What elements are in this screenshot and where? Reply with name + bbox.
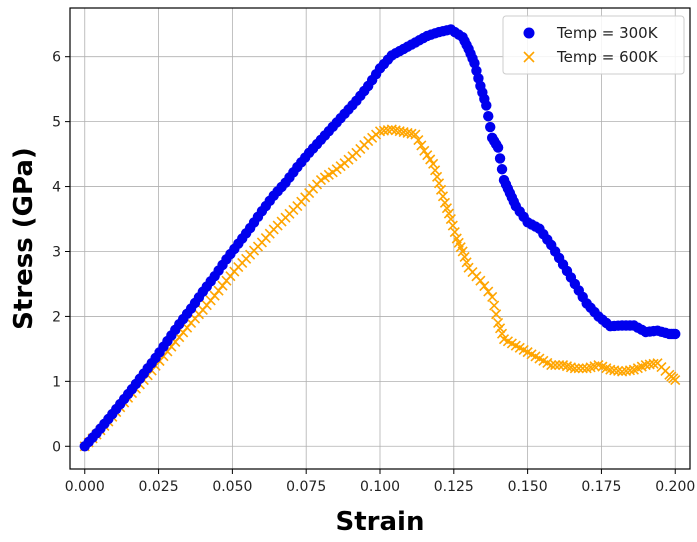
data-point-600k xyxy=(431,166,440,175)
x-tick-label: 0.000 xyxy=(65,479,105,495)
legend-label-300k: Temp = 300K xyxy=(556,24,659,42)
data-point-600k xyxy=(438,192,447,201)
y-axis-ticks: 0 1 2 3 4 5 6 xyxy=(52,50,70,456)
x-axis-ticks: 0.000 0.025 0.050 0.075 0.100 0.125 0.150 0.175… xyxy=(65,469,696,495)
x-tick-label: 0.050 xyxy=(212,479,252,495)
data-point-300k xyxy=(497,164,507,174)
data-point-600k xyxy=(433,172,442,181)
x-tick-label: 0.075 xyxy=(286,479,326,495)
data-point-600k xyxy=(448,221,457,230)
legend-label-600k: Temp = 600K xyxy=(556,48,659,66)
data-point-300k xyxy=(481,100,491,110)
x-tick-label: 0.025 xyxy=(139,479,179,495)
x-axis-label: Strain xyxy=(336,507,425,537)
y-tick-label: 6 xyxy=(52,50,61,66)
x-tick-label: 0.200 xyxy=(655,479,695,495)
y-tick-label: 0 xyxy=(52,439,61,455)
y-tick-label: 2 xyxy=(52,309,61,325)
data-point-300k xyxy=(485,122,495,132)
y-tick-label: 3 xyxy=(52,244,61,260)
y-tick-label: 4 xyxy=(52,180,61,196)
data-point-600k xyxy=(490,301,499,310)
data-point-600k xyxy=(450,228,459,237)
x-tick-label: 0.150 xyxy=(508,479,548,495)
legend: Temp = 300K Temp = 600K xyxy=(503,16,684,74)
data-point-600k xyxy=(492,310,501,319)
data-point-300k xyxy=(493,142,503,152)
data-point-600k xyxy=(480,282,489,291)
data-point-300k xyxy=(670,329,680,339)
y-axis-label: Stress (GPa) xyxy=(9,147,39,330)
y-tick-label: 5 xyxy=(52,115,61,131)
data-point-600k xyxy=(429,159,438,168)
data-point-300k xyxy=(483,111,493,121)
legend-marker-300k xyxy=(524,28,535,39)
x-tick-label: 0.175 xyxy=(581,479,621,495)
y-tick-label: 1 xyxy=(52,374,61,390)
data-point-600k xyxy=(488,292,497,301)
data-point-600k xyxy=(484,287,493,296)
data-point-300k xyxy=(495,153,505,163)
x-tick-label: 0.125 xyxy=(434,479,474,495)
data-point-600k xyxy=(476,276,485,285)
x-tick-label: 0.100 xyxy=(360,479,400,495)
